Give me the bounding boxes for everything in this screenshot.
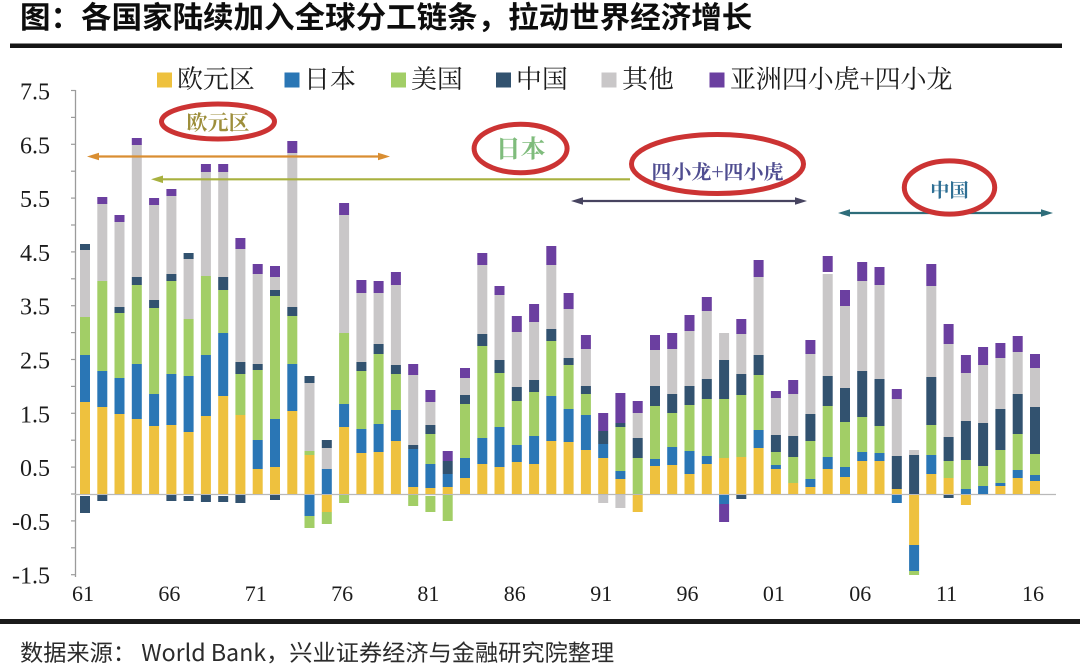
svg-text:-0.5: -0.5	[12, 510, 50, 536]
svg-text:81: 81	[417, 581, 439, 606]
svg-text:06: 06	[849, 581, 871, 606]
svg-text:1.5: 1.5	[20, 402, 50, 428]
svg-text:01: 01	[763, 581, 785, 606]
svg-text:76: 76	[331, 581, 353, 606]
svg-text:-1.5: -1.5	[12, 564, 50, 590]
svg-text:7.5: 7.5	[20, 80, 50, 106]
svg-text:4.5: 4.5	[20, 241, 50, 267]
svg-text:0.5: 0.5	[20, 456, 50, 482]
svg-text:3.5: 3.5	[20, 295, 50, 321]
svg-text:6.5: 6.5	[20, 133, 50, 159]
svg-text:71: 71	[245, 581, 267, 606]
svg-text:66: 66	[158, 581, 180, 606]
svg-text:5.5: 5.5	[20, 187, 50, 213]
svg-text:91: 91	[590, 581, 612, 606]
svg-text:86: 86	[504, 581, 526, 606]
svg-text:96: 96	[677, 581, 699, 606]
svg-text:2.5: 2.5	[20, 349, 50, 375]
svg-text:61: 61	[72, 581, 94, 606]
svg-text:16: 16	[1022, 581, 1044, 606]
svg-text:11: 11	[936, 581, 957, 606]
